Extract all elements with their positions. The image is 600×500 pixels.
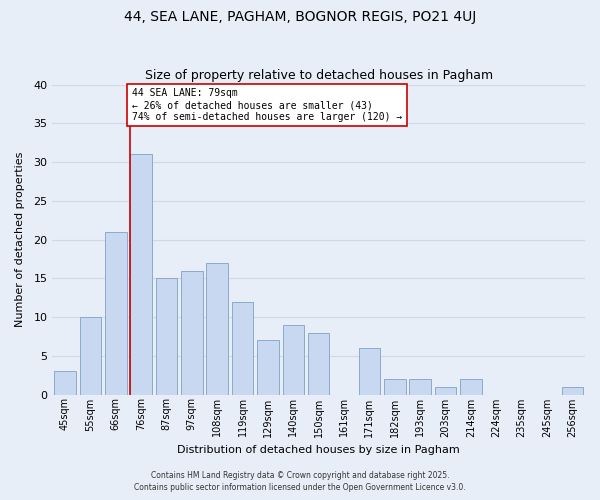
Bar	[409, 379, 431, 394]
Bar	[105, 232, 127, 394]
Bar	[460, 379, 482, 394]
Bar	[562, 387, 583, 394]
Text: 44 SEA LANE: 79sqm
← 26% of detached houses are smaller (43)
74% of semi-detache: 44 SEA LANE: 79sqm ← 26% of detached hou…	[131, 88, 402, 122]
Bar	[155, 278, 177, 394]
Text: Contains HM Land Registry data © Crown copyright and database right 2025.
Contai: Contains HM Land Registry data © Crown c…	[134, 471, 466, 492]
Bar	[181, 270, 203, 394]
Text: 44, SEA LANE, PAGHAM, BOGNOR REGIS, PO21 4UJ: 44, SEA LANE, PAGHAM, BOGNOR REGIS, PO21…	[124, 10, 476, 24]
Bar	[232, 302, 253, 394]
X-axis label: Distribution of detached houses by size in Pagham: Distribution of detached houses by size …	[177, 445, 460, 455]
Bar	[435, 387, 456, 394]
Title: Size of property relative to detached houses in Pagham: Size of property relative to detached ho…	[145, 69, 493, 82]
Bar	[206, 263, 228, 394]
Bar	[359, 348, 380, 395]
Bar	[80, 317, 101, 394]
Y-axis label: Number of detached properties: Number of detached properties	[15, 152, 25, 327]
Bar	[308, 332, 329, 394]
Bar	[384, 379, 406, 394]
Bar	[54, 372, 76, 394]
Bar	[130, 154, 152, 394]
Bar	[283, 325, 304, 394]
Bar	[257, 340, 279, 394]
